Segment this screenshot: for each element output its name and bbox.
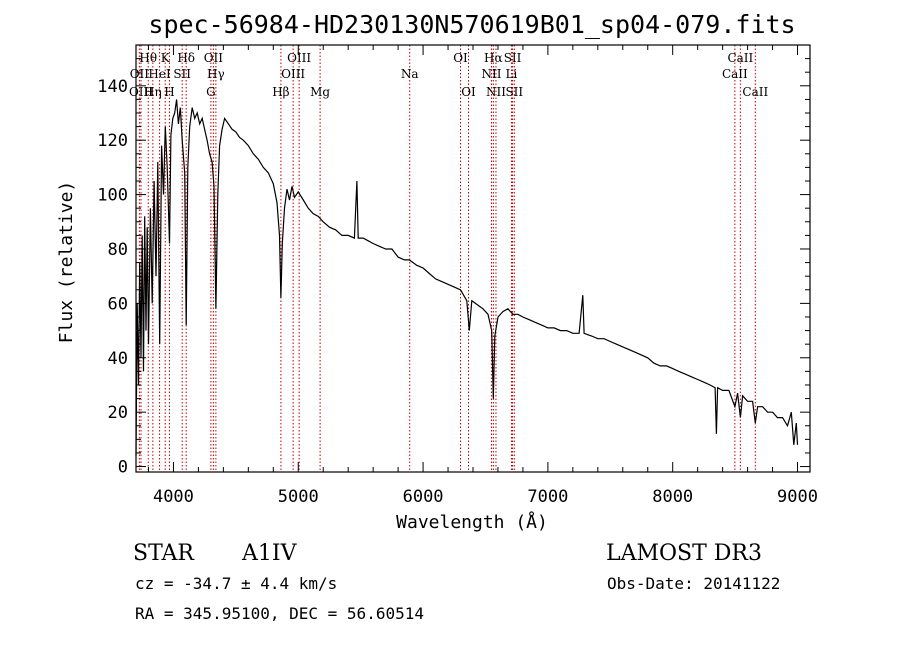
spectral-line-label: Li [506, 67, 518, 81]
spectral-line-label: HeI [148, 67, 171, 81]
x-tick-label: 8000 [652, 487, 693, 507]
y-tick-label: 60 [108, 294, 128, 314]
spectral-line-label: OI [461, 85, 476, 99]
spectrum-series-line [135, 99, 799, 456]
spectral-line-label: SII [505, 85, 523, 99]
y-tick-label: 40 [108, 349, 128, 369]
redshift-info: cz = -34.7 ± 4.4 km/s [135, 574, 337, 593]
spectral-line-label: OIII [281, 67, 305, 81]
observation-date: Obs-Date: 20141122 [607, 574, 780, 593]
object-class: STAR [133, 541, 195, 566]
spectral-line-label: CaII [722, 67, 748, 81]
spectral-line-label: OII [204, 51, 224, 65]
x-tick-label: 4000 [153, 487, 194, 507]
spectral-line-label: Hα [484, 51, 503, 65]
spectral-line-label: SII [504, 51, 522, 65]
spectral-line-label: Na [401, 67, 419, 81]
y-tick-label: 120 [97, 131, 128, 151]
y-tick-label: 100 [97, 186, 128, 206]
y-tick-label: 0 [118, 458, 128, 478]
chart-title: spec-56984-HD230130N570619B01_sp04-079.f… [148, 10, 795, 39]
spectral-line-label: Hγ [207, 67, 225, 81]
x-axis-label: Wavelength (Å) [396, 511, 548, 533]
x-tick-label: 5000 [278, 487, 319, 507]
x-tick-label: 9000 [777, 487, 818, 507]
spectral-line-label: OII [130, 67, 150, 81]
survey-name: LAMOST DR3 [606, 541, 762, 566]
spectral-line-label: Mg [310, 85, 330, 99]
spectral-line-label: Hβ [272, 85, 289, 99]
spectral-line-label: G [206, 85, 216, 99]
y-tick-label: 20 [108, 403, 128, 423]
coordinates-info: RA = 345.95100, DEC = 56.60514 [135, 604, 424, 623]
spectral-line-label: OI [453, 51, 468, 65]
spectral-line-label: H [164, 85, 174, 99]
spectral-line-label: OIII [287, 51, 311, 65]
y-axis-label: Flux (relative) [56, 181, 77, 344]
y-axis-ticks: 0 20 40 60 80 100 120 140 [97, 58, 810, 478]
spectral-line-label: NII [486, 85, 506, 99]
plot-frame [135, 44, 811, 473]
x-tick-label: 6000 [403, 487, 444, 507]
spectral-line-label: Hδ [177, 51, 195, 65]
x-tick-label: 7000 [527, 487, 568, 507]
spectral-line-label: SII [173, 67, 191, 81]
spectral-line-label: Hη [144, 85, 162, 99]
plot-area [135, 45, 799, 472]
object-subclass: A1IV [241, 541, 298, 566]
spectral-line-markers [138, 45, 756, 472]
spectral-line-label: OIII [129, 85, 153, 99]
spectral-line-label: CaII [727, 51, 753, 65]
spectral-line-label: CaII [742, 85, 768, 99]
spectral-line-labels: Hθ OII OIII HeI Hη K H SII Hδ OII Hγ G OIII OIII Hβ Mg N… [129, 51, 769, 99]
spectral-line-label: Hθ [139, 51, 157, 65]
y-tick-label: 140 [97, 77, 128, 97]
spectral-line-label: NII [481, 67, 501, 81]
y-tick-label: 80 [108, 240, 128, 260]
spectral-line-label: K [161, 51, 171, 65]
x-axis-ticks: 4000 5000 6000 7000 8000 9000 [147, 45, 818, 507]
